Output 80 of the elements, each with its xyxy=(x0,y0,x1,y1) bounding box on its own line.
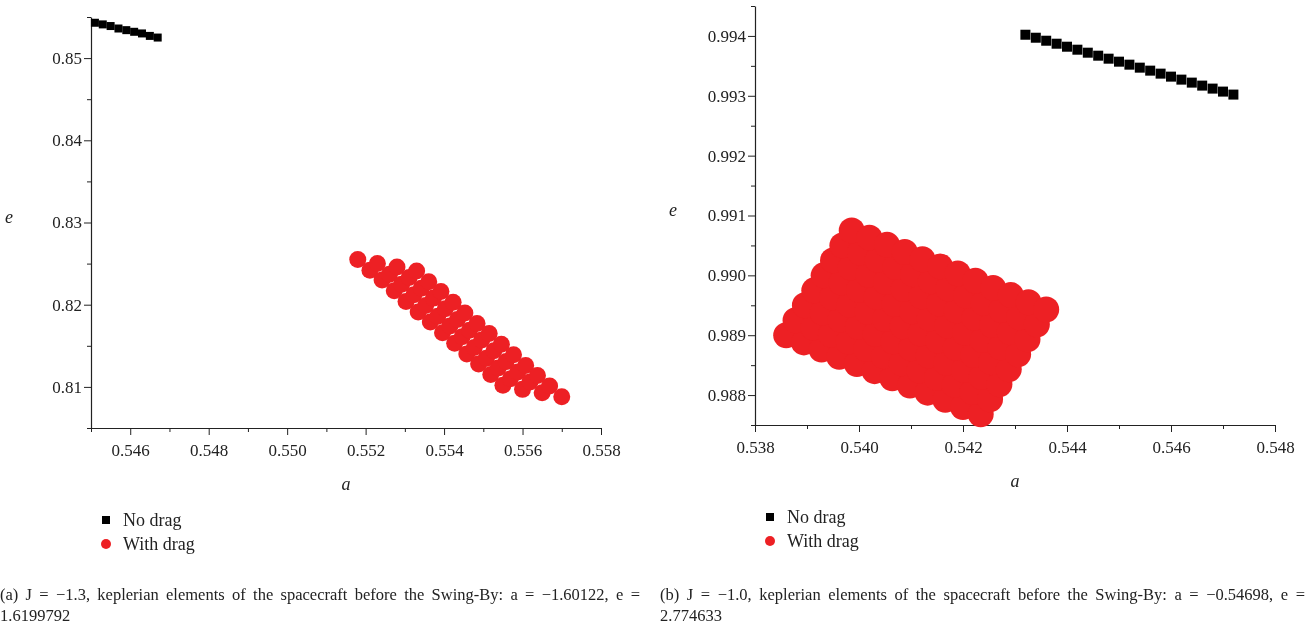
x-tick-label: 0.554 xyxy=(425,440,465,460)
point xyxy=(106,22,115,31)
x-tick-label: 0.548 xyxy=(1256,437,1295,457)
point xyxy=(1186,77,1197,88)
x-tick-label: 0.542 xyxy=(944,437,983,457)
point xyxy=(122,26,131,35)
point xyxy=(1218,86,1228,97)
y-tick-label: 0.85 xyxy=(52,49,82,69)
point xyxy=(505,346,523,364)
y-tick-label: 0.988 xyxy=(707,386,746,406)
point xyxy=(432,283,450,301)
point xyxy=(408,262,426,280)
point xyxy=(98,20,107,29)
y-tick-label: 0.991 xyxy=(707,206,746,226)
y-tick-label: 0.993 xyxy=(707,86,746,106)
point xyxy=(1197,80,1208,91)
y-tick-label: 0.83 xyxy=(52,213,82,233)
point xyxy=(541,377,559,395)
point xyxy=(1124,59,1135,70)
x-tick-label: 0.552 xyxy=(346,440,386,460)
point xyxy=(468,315,486,333)
x-tick-label: 0.540 xyxy=(840,437,879,457)
point xyxy=(349,250,367,268)
text: (b) J = −1.0, keplerian elements of the spacecraft before the Swing-By: a = −0.54698, e = 2.774633 xyxy=(660,584,1305,626)
point xyxy=(517,357,535,375)
point xyxy=(1041,35,1052,46)
point xyxy=(388,258,406,276)
y-axis-title: e xyxy=(5,206,13,227)
y-tick-label: 0.992 xyxy=(707,146,746,166)
point xyxy=(420,273,438,291)
y-tick-label: 0.81 xyxy=(52,377,82,397)
point xyxy=(1020,29,1031,40)
point xyxy=(90,18,99,27)
legend-label: No drag xyxy=(787,507,846,527)
point xyxy=(368,255,386,273)
y-axis-title: e xyxy=(669,199,677,220)
x-axis-title: a xyxy=(341,474,351,494)
x-tick-label: 0.538 xyxy=(736,437,775,457)
point xyxy=(1072,44,1083,55)
y-tick-label: 0.989 xyxy=(707,326,746,346)
point xyxy=(444,293,462,311)
point xyxy=(1176,74,1187,85)
x-tick-label: 0.546 xyxy=(1152,437,1191,457)
y-tick-label: 0.990 xyxy=(707,266,746,286)
x-tick-label: 0.546 xyxy=(111,440,150,460)
x-tick-label: 0.550 xyxy=(268,440,307,460)
x-tick-label: 0.544 xyxy=(1048,437,1088,457)
x-tick-label: 0.548 xyxy=(190,440,229,460)
x-axis-title: a xyxy=(1010,471,1020,491)
point xyxy=(130,27,139,36)
point xyxy=(1030,32,1041,43)
y-tick-label: 0.994 xyxy=(707,26,747,46)
point xyxy=(528,366,546,384)
x-tick-label: 0.558 xyxy=(582,440,621,460)
legend-label: With drag xyxy=(123,534,195,554)
y-tick-label: 0.84 xyxy=(52,131,83,151)
text: (a) J = −1.3, keplerian elements of the spacecraft before the Swing-By: a = −1.60122, e = 1.6199792 xyxy=(0,584,640,626)
point xyxy=(1093,50,1104,61)
point xyxy=(1103,53,1114,64)
point xyxy=(1134,62,1145,73)
point xyxy=(1228,89,1239,100)
point xyxy=(480,324,498,342)
point xyxy=(456,304,474,322)
point xyxy=(153,33,162,42)
point xyxy=(145,31,154,40)
point xyxy=(1051,38,1062,49)
point xyxy=(1082,47,1093,58)
legend-label: With drag xyxy=(787,531,859,551)
x-tick-label: 0.556 xyxy=(503,440,543,460)
point xyxy=(1145,65,1156,76)
y-tick-label: 0.82 xyxy=(52,295,82,315)
point xyxy=(492,335,510,353)
point xyxy=(1207,83,1218,94)
legend-label: No drag xyxy=(123,510,182,530)
point xyxy=(1114,56,1124,67)
point xyxy=(1155,68,1166,79)
point xyxy=(553,388,571,406)
point xyxy=(1062,41,1072,52)
point xyxy=(114,24,123,33)
point xyxy=(1166,71,1176,82)
